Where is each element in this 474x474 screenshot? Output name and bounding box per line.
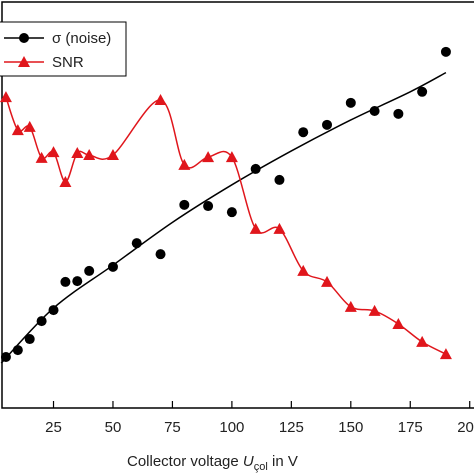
data-point [178,158,191,170]
data-point [369,105,380,116]
x-tick-label: 50 [105,419,122,436]
x-tick-label: 125 [279,419,304,436]
legend-marker [19,33,29,43]
series-line [5,96,447,355]
data-point [249,222,262,234]
x-tick-label: 25 [45,419,62,436]
data-point [71,147,84,158]
x-tick-label: 200 [457,419,474,436]
data-point [106,149,119,161]
data-point [131,238,142,249]
data-point [368,304,381,316]
fit-line [0,71,447,364]
x-tick-label: 75 [164,419,181,436]
data-point [36,316,47,327]
data-point [0,91,12,103]
data-point [83,149,96,161]
data-point [297,264,310,276]
data-point [12,345,23,356]
x-axis-label-unit: in V [268,453,298,470]
data-point [154,93,167,105]
data-point [47,146,60,158]
data-point [155,249,166,260]
data-point [179,199,190,210]
data-point [250,163,261,174]
data-point [0,352,11,362]
data-point [107,261,118,272]
data-point [345,97,356,108]
data-point [203,201,214,212]
x-tick-label: 100 [219,419,244,436]
data-point [344,300,357,312]
data-point [84,265,95,276]
data-point [322,119,333,130]
data-point [11,124,24,136]
legend-label: SNR [52,54,84,71]
data-point [392,317,405,329]
x-axis-label-text: Collector voltage [127,453,243,470]
plot-frame [1,1,474,409]
data-point [225,151,238,163]
x-tick-label: 175 [398,419,423,436]
data-point [60,276,71,287]
data-point [416,335,429,347]
data-point [24,334,35,345]
data-point [393,108,404,119]
legend-marker [18,56,30,67]
data-point [59,175,72,187]
data-point [417,86,428,97]
data-point [72,276,83,287]
data-point [48,305,59,316]
data-point [226,207,237,218]
data-point [321,275,334,287]
legend-label: σ (noise) [52,30,111,47]
data-point [298,127,309,138]
data-point [439,348,452,360]
data-point [202,151,215,163]
data-point [23,120,36,132]
data-point [274,174,285,185]
x-axis-label-symbol: U [243,453,254,470]
data-point [440,46,451,57]
legend: σ (noise) SNR [0,21,127,77]
x-axis-label: Collector voltage Uçol in V [127,453,298,473]
data-point [35,151,48,163]
data-point [273,222,286,234]
x-axis-label-subscript: çol [254,461,268,473]
x-tick-label: 150 [338,419,363,436]
